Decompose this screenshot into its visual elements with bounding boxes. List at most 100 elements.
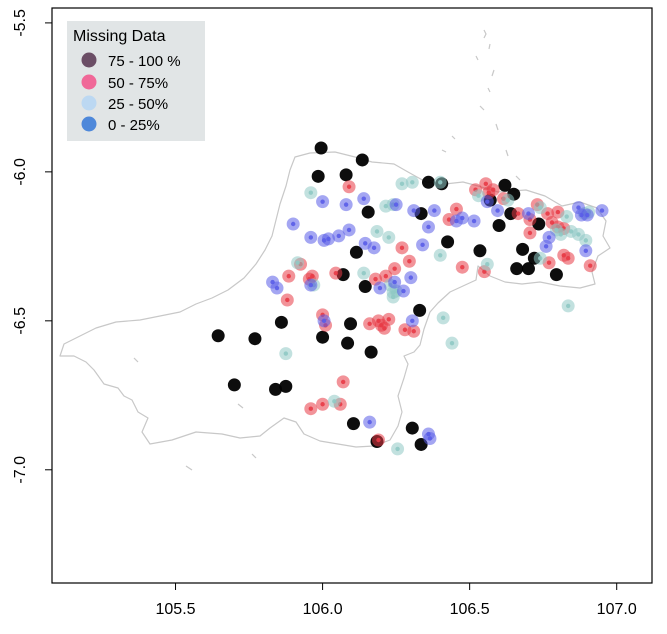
station-point-core [346, 227, 352, 233]
station-point-core [361, 270, 366, 276]
island-outline [495, 123, 499, 131]
station-point-core [485, 262, 490, 267]
legend-title: Missing Data [73, 28, 166, 45]
y-tick-label: -6.0 [12, 158, 29, 186]
station-point [441, 235, 455, 249]
station-point [248, 332, 262, 346]
island-outline [491, 69, 495, 77]
station-point [311, 169, 325, 183]
legend-label-50-75: 50 - 75% [108, 75, 168, 92]
station-point [269, 382, 283, 396]
station-point-core [460, 264, 465, 270]
y-axis: -5.5 -6.0 -6.5 -7.0 [12, 9, 52, 484]
station-point-core [320, 199, 325, 204]
station-point-core [576, 232, 581, 237]
island-outline [479, 105, 485, 111]
station-point [339, 168, 353, 182]
station-point-core [565, 256, 571, 261]
station-point [516, 242, 530, 256]
y-tick-label: -6.5 [12, 307, 29, 335]
station-point-core [308, 406, 314, 411]
station-point [227, 378, 241, 392]
legend-label-0-25: 0 - 25% [108, 117, 160, 134]
station-point-core [576, 205, 581, 210]
island-outline [505, 149, 509, 157]
station-point-core [476, 193, 481, 198]
station-point [211, 329, 225, 343]
station-point [549, 268, 563, 282]
station-point-core [408, 275, 414, 280]
station-point-core [402, 327, 408, 332]
station-point-core [374, 229, 380, 234]
station-point-core [392, 266, 397, 271]
station-point-core [382, 326, 387, 331]
island-outline [251, 453, 257, 459]
station-point-core [564, 214, 569, 219]
station-point-core [538, 256, 543, 261]
station-point [361, 205, 375, 219]
station-point-core [420, 242, 425, 248]
island-outline [237, 403, 244, 409]
island-outline [488, 43, 491, 50]
station-point-core [333, 270, 339, 276]
station-point-core [367, 321, 372, 327]
station-point [344, 317, 358, 331]
station-point-core [546, 235, 552, 240]
station-point-core [392, 279, 397, 285]
station-point-core [527, 230, 533, 236]
station-point-core [565, 303, 571, 309]
station-point-core [336, 233, 341, 239]
island-outline [441, 149, 447, 153]
station-point-core [454, 206, 459, 212]
station-point-core [438, 253, 443, 258]
station-point-core [485, 199, 490, 204]
station-point [358, 280, 372, 294]
legend-label-25-50: 25 - 50% [108, 96, 168, 113]
station-point-core [386, 235, 391, 240]
station-point-core [585, 212, 590, 218]
station-point-core [371, 245, 377, 251]
station-point-core [546, 260, 552, 265]
station-point-core [482, 269, 487, 274]
station-point [510, 262, 524, 276]
station-point-core [454, 218, 459, 224]
station-point [279, 379, 293, 393]
station-point-core [399, 245, 405, 251]
island-outline [483, 29, 487, 39]
station-point-core [274, 285, 280, 291]
station-point-core [545, 211, 550, 216]
station-point-core [505, 197, 511, 203]
legend-label-75-100: 75 - 100 % [108, 53, 181, 70]
station-point-core [283, 351, 289, 356]
station-point-core [483, 181, 489, 186]
station-point-core [515, 211, 521, 216]
station-point-core [407, 259, 412, 264]
station-point [405, 421, 419, 435]
station-point-core [410, 318, 415, 324]
station-point [316, 330, 330, 344]
island-outline [487, 87, 491, 93]
station-point-core [373, 276, 378, 282]
station-point-core [410, 180, 415, 185]
x-tick-label: 107.0 [597, 601, 637, 618]
station-point [473, 244, 487, 258]
station-point-core [588, 263, 593, 268]
station-point-core [286, 273, 291, 279]
x-axis: 105.5 106.0 106.5 107.0 [156, 582, 637, 618]
station-point-core [285, 297, 290, 303]
station-point-core [526, 211, 531, 216]
island-outline [451, 135, 456, 140]
station-point-core [599, 208, 605, 213]
station-point [413, 303, 427, 317]
station-point [492, 218, 506, 232]
station-point [274, 315, 288, 329]
station-point-core [583, 248, 589, 254]
station-point-core [290, 221, 296, 227]
station-point [498, 178, 512, 192]
station-point-core [343, 202, 349, 207]
station-point-core [310, 273, 315, 279]
station-point-core [583, 238, 589, 243]
station-point-core [399, 181, 405, 186]
station-point-core [386, 317, 391, 322]
